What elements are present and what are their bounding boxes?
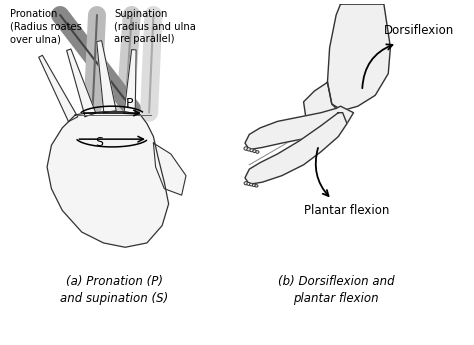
Text: Dorsiflexion: Dorsiflexion	[384, 24, 454, 37]
Ellipse shape	[255, 185, 258, 187]
Ellipse shape	[247, 183, 250, 185]
Text: (b) Dorsiflexion and
plantar flexion: (b) Dorsiflexion and plantar flexion	[278, 276, 394, 305]
Ellipse shape	[250, 149, 254, 152]
Polygon shape	[97, 41, 116, 112]
Ellipse shape	[252, 184, 255, 187]
Text: Plantar flexion: Plantar flexion	[303, 204, 389, 217]
Ellipse shape	[244, 147, 248, 150]
Text: P: P	[126, 97, 133, 110]
Polygon shape	[328, 4, 391, 110]
Polygon shape	[154, 143, 186, 195]
Polygon shape	[245, 106, 354, 150]
Polygon shape	[47, 112, 169, 247]
Text: Supination
(radius and ulna
are parallel): Supination (radius and ulna are parallel…	[114, 9, 196, 44]
Polygon shape	[67, 49, 96, 117]
Text: (a) Pronation (P)
and supination (S): (a) Pronation (P) and supination (S)	[60, 276, 168, 305]
Text: Pronation
(Radius roates
over ulna): Pronation (Radius roates over ulna)	[10, 9, 82, 44]
Polygon shape	[303, 82, 336, 124]
Ellipse shape	[249, 183, 253, 186]
Text: S: S	[95, 136, 103, 149]
Polygon shape	[245, 113, 347, 184]
Ellipse shape	[255, 151, 259, 153]
Ellipse shape	[247, 148, 251, 151]
Polygon shape	[39, 55, 78, 121]
Ellipse shape	[253, 150, 256, 152]
Ellipse shape	[244, 182, 248, 185]
Polygon shape	[124, 50, 136, 114]
